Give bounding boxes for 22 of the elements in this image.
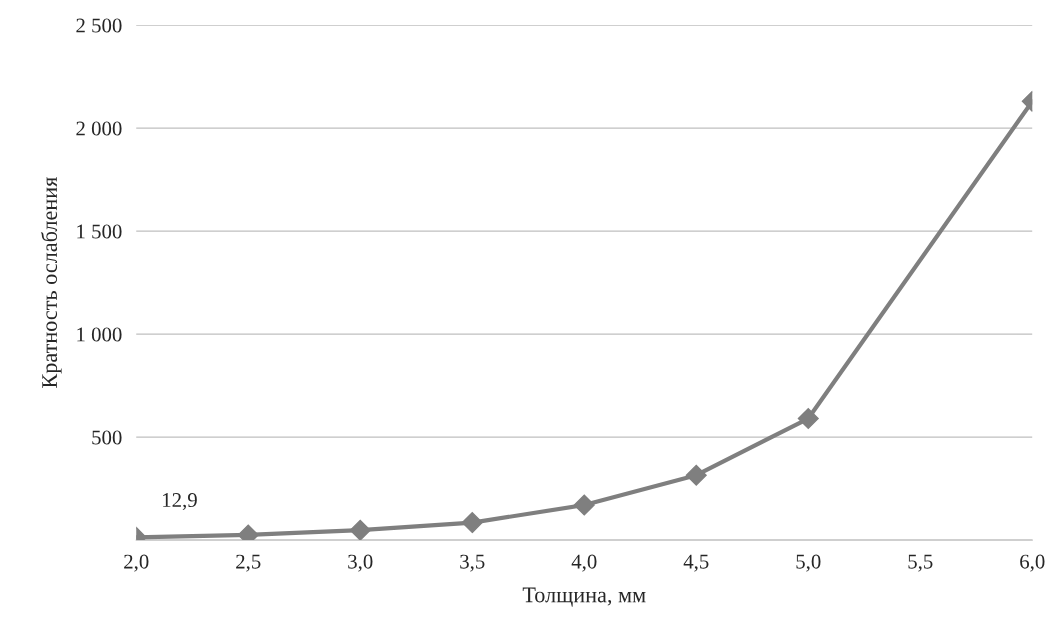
x-tick-label: 5,5 <box>908 554 933 572</box>
x-tick-label: 4,0 <box>571 554 597 572</box>
y-tick-label: 1 500 <box>77 224 122 239</box>
x-tick-label: 3,0 <box>348 554 373 572</box>
x-tick-label: 6,0 <box>1020 554 1045 572</box>
y-tick-label: 2 500 <box>76 18 122 33</box>
point <box>797 408 819 430</box>
point <box>685 464 707 486</box>
x-tick-label: 5,0 <box>796 554 821 572</box>
x-tick-label: 4,5 <box>683 554 709 572</box>
x-tick-label: 3,5 <box>460 554 485 572</box>
x-tick-label: 2,0 <box>124 554 149 572</box>
point <box>461 512 483 534</box>
x-axis-title: Толщина, мм <box>522 587 646 607</box>
y-tick-label: 500 <box>92 430 122 445</box>
y-tick-label: 1 000 <box>77 327 122 342</box>
y-axis-title: Кратность ослабления <box>40 177 62 388</box>
y-tick-label: 2 000 <box>76 121 122 136</box>
x-tick-label: 2,5 <box>236 554 261 572</box>
data-label: 12,9 <box>163 493 197 511</box>
point <box>349 519 371 541</box>
point <box>573 494 595 516</box>
